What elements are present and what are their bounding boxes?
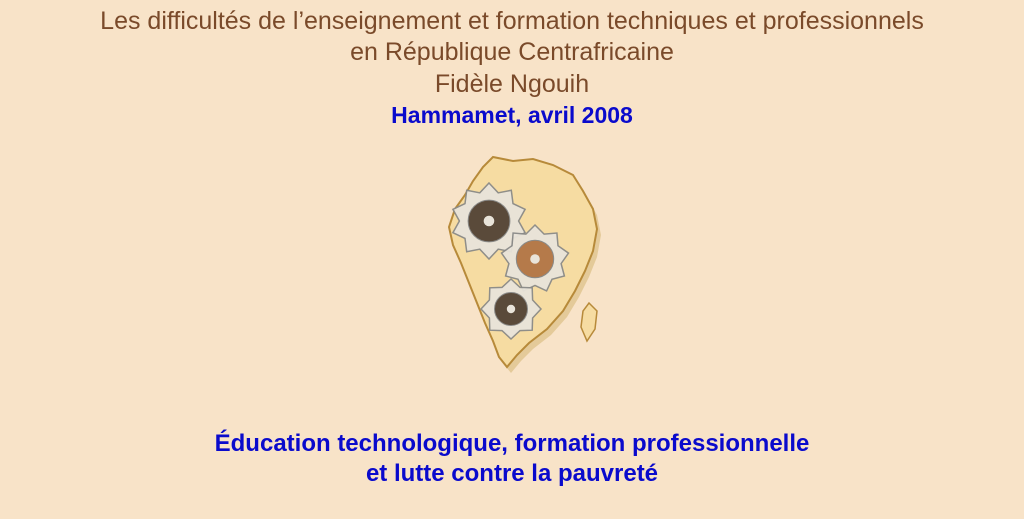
africa-gears-graphic xyxy=(407,151,617,381)
graphic-container xyxy=(0,151,1024,381)
title-line-2: en République Centrafricaine xyxy=(0,37,1024,68)
footer-line-2: et lutte contre la pauvreté xyxy=(0,459,1024,489)
subtitle-line: Hammamet, avril 2008 xyxy=(0,102,1024,129)
africa-map-icon xyxy=(407,151,617,381)
footer-line-1: Éducation technologique, formation profe… xyxy=(0,429,1024,459)
title-line-1: Les difficultés de l’enseignement et for… xyxy=(0,6,1024,37)
title-block: Les difficultés de l’enseignement et for… xyxy=(0,0,1024,129)
footer-block: Éducation technologique, formation profe… xyxy=(0,429,1024,489)
title-line-3: Fidèle Ngouih xyxy=(0,69,1024,100)
